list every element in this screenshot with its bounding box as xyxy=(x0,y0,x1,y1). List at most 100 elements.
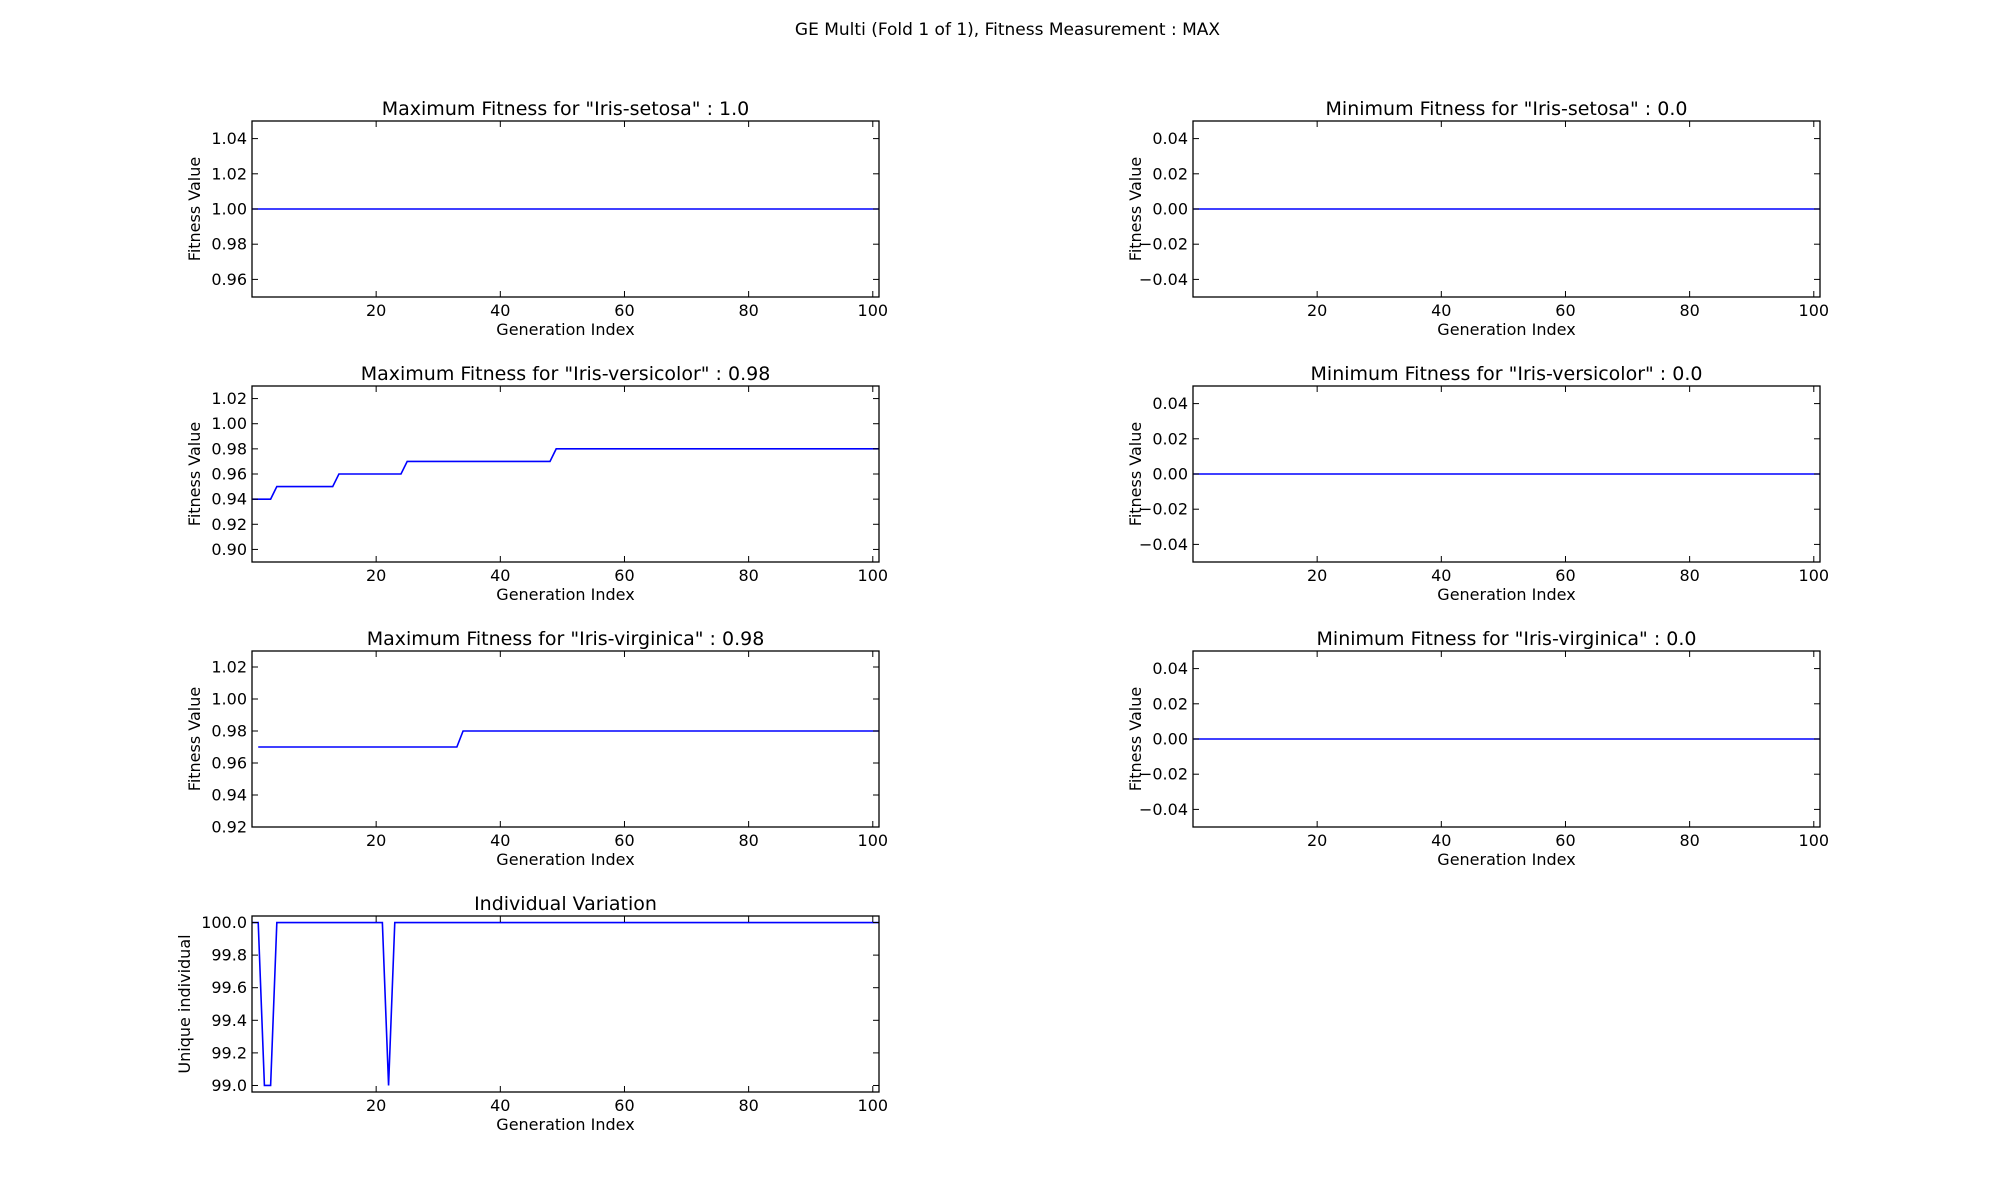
subplot-2: Minimum Fitness for "Iris-setosa" : 0.0 2… xyxy=(1126,98,1829,339)
y-tick-label: 0.04 xyxy=(1152,659,1188,678)
x-tick-label: 40 xyxy=(490,566,510,585)
x-tick-label: 40 xyxy=(490,831,510,850)
y-tick-label: −0.02 xyxy=(1139,235,1188,254)
x-tick-label: 40 xyxy=(1431,566,1451,585)
y-tick-label: 0.02 xyxy=(1152,164,1188,183)
y-axis-label: Fitness Value xyxy=(185,687,204,791)
y-tick-label: 1.00 xyxy=(211,690,247,709)
x-tick-label: 80 xyxy=(738,566,758,585)
y-tick-label: −0.04 xyxy=(1139,800,1188,819)
subplot-title: Maximum Fitness for "Iris-setosa" : 1.0 xyxy=(382,98,750,120)
y-tick-label: 0.02 xyxy=(1152,429,1188,448)
x-axis-label: Generation Index xyxy=(496,585,634,604)
x-tick-label: 20 xyxy=(366,831,386,850)
x-axis-label: Generation Index xyxy=(496,320,634,339)
x-tick-label: 20 xyxy=(366,1096,386,1115)
y-tick-label: 1.00 xyxy=(211,200,247,219)
x-tick-label: 20 xyxy=(1307,831,1327,850)
series-line xyxy=(252,921,879,1087)
x-tick-label: 100 xyxy=(858,831,889,850)
y-axis-label: Unique individual xyxy=(175,934,194,1073)
subplot-7: Individual Variation 20 40 60 80 100 99.0 99.2 9… xyxy=(175,893,888,1134)
x-tick-label: 80 xyxy=(1679,301,1699,320)
x-tick-label: 80 xyxy=(1679,831,1699,850)
x-tick-label: 60 xyxy=(614,831,634,850)
y-tick-label: 0.98 xyxy=(211,235,247,254)
x-tick-label: 40 xyxy=(490,301,510,320)
subplot-title: Minimum Fitness for "Iris-setosa" : 0.0 xyxy=(1326,98,1688,120)
subplot-title: Maximum Fitness for "Iris-virginica" : 0… xyxy=(367,628,765,650)
x-axis-label: Generation Index xyxy=(1437,850,1575,869)
x-tick-label: 60 xyxy=(614,1096,634,1115)
y-tick-label: 1.00 xyxy=(211,414,247,433)
x-tick-label: 60 xyxy=(614,566,634,585)
subplot-title: Maximum Fitness for "Iris-versicolor" : … xyxy=(361,363,771,385)
y-tick-label: 1.04 xyxy=(211,129,247,148)
y-tick-label: 0.00 xyxy=(1152,200,1188,219)
subplot-title: Minimum Fitness for "Iris-virginica" : 0… xyxy=(1317,628,1697,650)
x-tick-label: 100 xyxy=(1799,566,1830,585)
x-axis-label: Generation Index xyxy=(496,1115,634,1134)
x-tick-label: 60 xyxy=(1555,301,1575,320)
y-tick-label: 99.4 xyxy=(211,1011,247,1030)
axes-frame xyxy=(251,650,880,828)
y-tick-label: 0.02 xyxy=(1152,694,1188,713)
y-tick-label: 0.96 xyxy=(211,270,247,289)
x-tick-label: 100 xyxy=(858,566,889,585)
x-tick-label: 60 xyxy=(1555,566,1575,585)
y-axis-label: Fitness Value xyxy=(1126,422,1145,526)
subplot-3: Maximum Fitness for "Iris-versicolor" : … xyxy=(185,363,888,604)
y-tick-label: 99.0 xyxy=(211,1076,247,1095)
subplot-title: Minimum Fitness for "Iris-versicolor" : … xyxy=(1311,363,1703,385)
y-tick-label: 1.02 xyxy=(211,389,247,408)
y-tick-label: 100.0 xyxy=(201,913,247,932)
x-axis-label: Generation Index xyxy=(1437,320,1575,339)
x-tick-label: 20 xyxy=(1307,566,1327,585)
x-tick-label: 100 xyxy=(858,1096,889,1115)
x-tick-label: 20 xyxy=(366,301,386,320)
y-tick-label: 99.6 xyxy=(211,978,247,997)
y-tick-label: 1.02 xyxy=(211,658,247,677)
x-tick-label: 100 xyxy=(1799,831,1830,850)
y-tick-label: −0.04 xyxy=(1139,270,1188,289)
x-tick-label: 80 xyxy=(738,1096,758,1115)
y-tick-label: 0.94 xyxy=(211,490,247,509)
x-tick-label: 80 xyxy=(1679,566,1699,585)
subplot-6: Minimum Fitness for "Iris-virginica" : 0… xyxy=(1126,628,1829,869)
y-tick-label: 0.00 xyxy=(1152,465,1188,484)
series-line xyxy=(258,730,879,748)
y-tick-label: 0.90 xyxy=(211,540,247,559)
subplot-5: Maximum Fitness for "Iris-virginica" : 0… xyxy=(185,628,888,869)
x-tick-label: 60 xyxy=(614,301,634,320)
figure-title: GE Multi (Fold 1 of 1), Fitness Measurem… xyxy=(794,20,1221,40)
x-tick-label: 100 xyxy=(858,301,889,320)
y-tick-label: 0.92 xyxy=(211,818,247,837)
x-tick-label: 40 xyxy=(1431,301,1451,320)
y-tick-label: 0.98 xyxy=(211,722,247,741)
y-tick-label: −0.02 xyxy=(1139,500,1188,519)
x-tick-label: 60 xyxy=(1555,831,1575,850)
y-tick-label: 0.96 xyxy=(211,754,247,773)
y-tick-label: 0.94 xyxy=(211,786,247,805)
y-axis-label: Fitness Value xyxy=(1126,687,1145,791)
y-tick-label: 0.96 xyxy=(211,465,247,484)
subplot-title: Individual Variation xyxy=(474,893,657,915)
y-tick-label: 0.04 xyxy=(1152,394,1188,413)
y-tick-label: 0.04 xyxy=(1152,129,1188,148)
x-tick-label: 40 xyxy=(490,1096,510,1115)
y-tick-label: 0.98 xyxy=(211,439,247,458)
x-tick-label: 40 xyxy=(1431,831,1451,850)
x-tick-label: 80 xyxy=(738,831,758,850)
y-tick-label: 99.8 xyxy=(211,946,247,965)
y-tick-label: −0.04 xyxy=(1139,535,1188,554)
x-axis-label: Generation Index xyxy=(1437,585,1575,604)
subplot-4: Minimum Fitness for "Iris-versicolor" : … xyxy=(1126,363,1829,604)
x-tick-label: 20 xyxy=(366,566,386,585)
y-axis-label: Fitness Value xyxy=(185,157,204,261)
y-tick-label: 1.02 xyxy=(211,164,247,183)
subplot-1: Maximum Fitness for "Iris-setosa" : 1.0 2… xyxy=(185,98,888,339)
y-tick-label: −0.02 xyxy=(1139,765,1188,784)
y-tick-label: 0.92 xyxy=(211,515,247,534)
